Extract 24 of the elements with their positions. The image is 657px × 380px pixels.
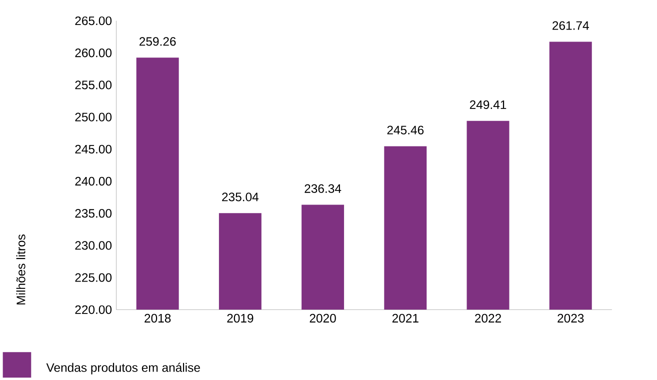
y-tick-label: 240.00 (75, 176, 112, 186)
x-tick-label: 2021 (392, 314, 418, 322)
data-label: 236.34 (304, 184, 342, 193)
x-tick-label: 2022 (475, 314, 501, 322)
data-label: 249.41 (470, 100, 506, 109)
data-label: 235.04 (222, 192, 259, 202)
y-tick-label: 260.00 (75, 48, 112, 57)
x-tick-label: 2019 (227, 314, 254, 322)
x-tick-label: 2023 (558, 314, 584, 322)
data-label: 261.74 (552, 21, 589, 30)
y-tick-label: 225.00 (75, 273, 112, 282)
x-tick-label: 2018 (144, 314, 171, 322)
y-tick-label: 230.00 (75, 240, 112, 250)
x-tick-label: 2020 (310, 314, 336, 322)
y-axis-title: Milhões litros (16, 234, 26, 304)
y-tick-label: 250.00 (75, 112, 112, 122)
y-tick-label: 220.00 (75, 305, 112, 314)
y-tick-label: 235.00 (75, 208, 112, 218)
y-tick-label: 245.00 (75, 144, 112, 154)
y-tick-label: 255.00 (75, 80, 112, 90)
data-label: 245.46 (387, 126, 424, 134)
y-tick-label: 265.00 (75, 16, 112, 25)
legend-label: Vendas produtos em análise (46, 362, 200, 374)
data-label: 259.26 (140, 36, 176, 46)
